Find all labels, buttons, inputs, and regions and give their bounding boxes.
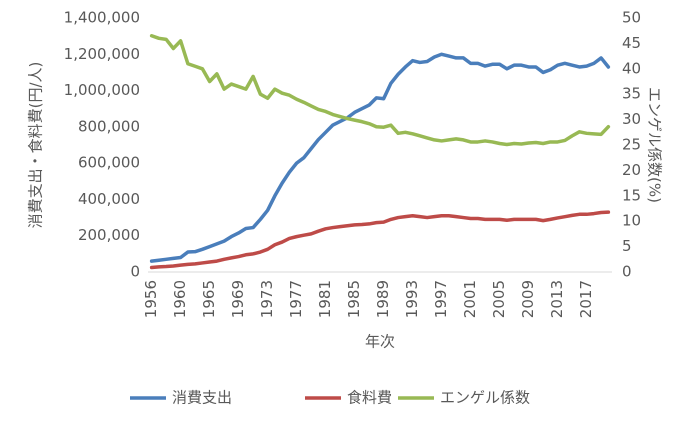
y-tick-label: 800,000 bbox=[78, 117, 140, 135]
x-tick-label: 1985 bbox=[345, 280, 363, 318]
x-tick-label: 2005 bbox=[490, 280, 508, 318]
x-tick-label: 2001 bbox=[461, 280, 479, 318]
legend-label: エンゲル係数 bbox=[440, 389, 530, 407]
y-axis-title: 消費支出・食料費(円/人) bbox=[27, 62, 45, 229]
y2-tick-label: 30 bbox=[622, 110, 641, 128]
y2-tick-label: 25 bbox=[622, 136, 641, 154]
x-tick-label: 1960 bbox=[171, 280, 189, 318]
x-tick-label: 1965 bbox=[200, 280, 218, 318]
x-tick-label: 1993 bbox=[403, 280, 421, 318]
x-tick-label: 1969 bbox=[229, 280, 247, 318]
x-tick-label: 2013 bbox=[548, 280, 566, 318]
y2-tick-label: 15 bbox=[622, 186, 641, 204]
series-line bbox=[149, 210, 611, 270]
x-tick-label: 1989 bbox=[374, 280, 392, 318]
x-tick-label: 1973 bbox=[258, 280, 276, 318]
x-tick-label: 1997 bbox=[432, 280, 450, 318]
x-tick-label: 1956 bbox=[142, 280, 160, 318]
y2-tick-label: 20 bbox=[622, 161, 641, 179]
x-tick-label: 1981 bbox=[316, 280, 334, 318]
y2-tick-label: 50 bbox=[622, 9, 641, 27]
x-tick-label: 2009 bbox=[519, 280, 537, 318]
x-tick-label: 2017 bbox=[577, 280, 595, 318]
y2-tick-label: 45 bbox=[622, 34, 641, 52]
x-tick-label: 1977 bbox=[287, 280, 305, 318]
legend-label: 消費支出 bbox=[172, 389, 232, 407]
y2-axis-title: エンゲル係数(%) bbox=[646, 87, 664, 203]
series-line bbox=[149, 52, 611, 263]
y-tick-label: 0 bbox=[130, 263, 140, 281]
x-axis-title: 年次 bbox=[365, 333, 395, 351]
y-tick-label: 1,400,000 bbox=[64, 9, 140, 27]
y-tick-label: 400,000 bbox=[78, 190, 140, 208]
y2-tick-label: 35 bbox=[622, 85, 641, 103]
y-tick-label: 1,200,000 bbox=[64, 45, 140, 63]
y2-tick-label: 5 bbox=[622, 237, 632, 255]
series-line bbox=[149, 34, 611, 147]
y2-tick-label: 10 bbox=[622, 212, 641, 230]
legend-label: 食料費 bbox=[347, 389, 392, 407]
y2-tick-label: 40 bbox=[622, 59, 641, 77]
y-tick-label: 600,000 bbox=[78, 154, 140, 172]
y-tick-label: 200,000 bbox=[78, 226, 140, 244]
y-tick-label: 1,000,000 bbox=[64, 81, 140, 99]
y2-tick-label: 0 bbox=[622, 263, 632, 281]
